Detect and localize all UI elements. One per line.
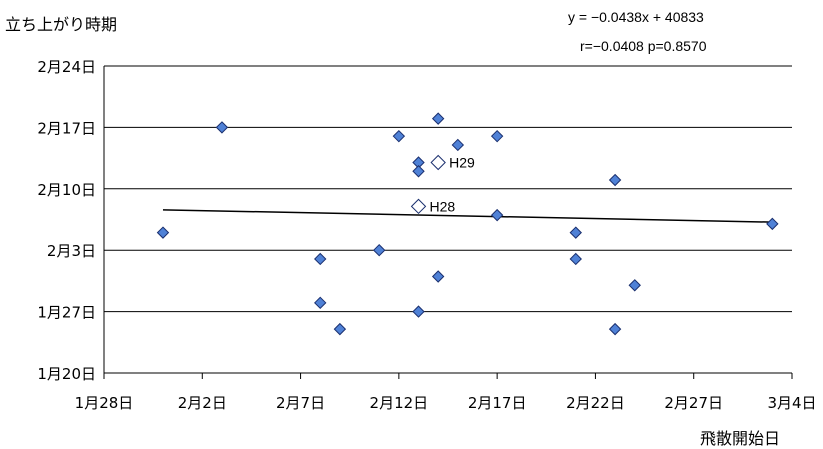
highlighted-points: H29 H28: [410, 154, 475, 215]
x-tick-labels: 1月28日 2月2日 2月7日 2月12日 2月17日 2月22日 2月27日 3月4日: [75, 394, 817, 412]
x-tick-label: 2月12日: [370, 394, 429, 412]
data-point: [431, 112, 445, 125]
highlight-label: H29: [449, 154, 475, 170]
y-tick-label: 2月17日: [37, 119, 96, 137]
data-point: [215, 121, 229, 134]
x-tick-label: 2月17日: [468, 394, 527, 412]
x-tick-label: 2月2日: [178, 394, 227, 412]
data-point: [333, 322, 347, 336]
regression-equation: y = −0.0438x + 40833: [568, 9, 704, 25]
y-tick-label: 2月3日: [47, 242, 96, 260]
data-point: [569, 226, 582, 239]
data-point: [156, 226, 170, 239]
data-point: [490, 129, 504, 143]
y-tick-label: 1月20日: [37, 365, 96, 383]
highlight-label: H28: [430, 198, 456, 214]
x-tick-label: 2月27日: [664, 394, 723, 412]
data-point: [569, 252, 582, 266]
highlight-point: [410, 198, 427, 215]
y-tick-label: 2月10日: [37, 181, 96, 199]
y-tick-label: 2月24日: [37, 58, 96, 76]
y-axis-title: 立ち上がり時期: [5, 15, 117, 34]
data-point: [314, 252, 327, 266]
data-point: [431, 270, 445, 283]
data-point: [608, 322, 622, 336]
data-point: [372, 243, 386, 257]
data-point: [412, 165, 425, 178]
data-point: [412, 305, 425, 318]
data-point: [314, 296, 327, 310]
trendline: [162, 209, 773, 223]
x-tick-label: 1月28日: [75, 394, 134, 412]
y-tick-label: 1月27日: [37, 304, 96, 322]
x-axis-title: 飛散開始日: [700, 429, 780, 448]
data-point: [766, 217, 779, 231]
data-point: [628, 279, 641, 292]
x-tick-label: 2月22日: [566, 394, 625, 412]
data-points: [156, 112, 779, 336]
trendline-group: [162, 209, 773, 223]
data-point: [490, 208, 504, 222]
correlation-stats: r=−0.0408 p=0.8570: [580, 38, 707, 54]
x-tick-label: 2月7日: [276, 394, 325, 412]
data-point: [392, 129, 406, 143]
x-tick-label: 3月4日: [767, 394, 816, 412]
data-point: [608, 173, 622, 187]
grid-lines: [103, 65, 793, 379]
data-point: [451, 138, 465, 152]
highlight-point: [430, 154, 446, 171]
y-tick-labels: 2月24日 2月17日 2月10日 2月3日 1月27日 1月20日: [37, 58, 96, 383]
